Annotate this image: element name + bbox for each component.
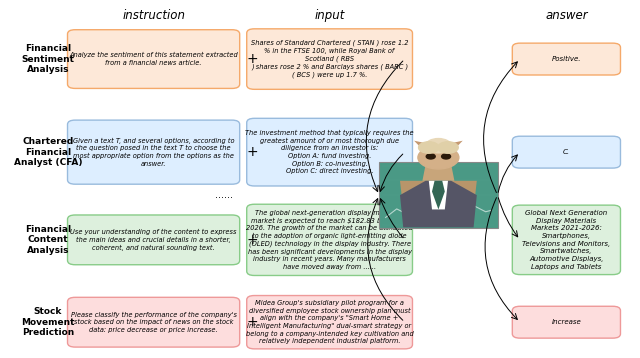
FancyBboxPatch shape (512, 205, 621, 275)
FancyBboxPatch shape (512, 43, 621, 75)
Circle shape (442, 154, 451, 159)
FancyBboxPatch shape (247, 118, 413, 186)
Text: Increase: Increase (552, 319, 581, 325)
Text: Chartered
Financial
Analyst (CFA): Chartered Financial Analyst (CFA) (13, 137, 83, 167)
FancyBboxPatch shape (247, 204, 413, 276)
Polygon shape (446, 141, 463, 149)
FancyBboxPatch shape (68, 297, 240, 347)
Polygon shape (400, 181, 477, 227)
Text: ......: ...... (215, 190, 233, 200)
Text: Stock
Movement
Prediction: Stock Movement Prediction (21, 307, 75, 337)
FancyBboxPatch shape (512, 306, 621, 338)
Text: +: + (247, 145, 259, 159)
Text: +: + (247, 233, 259, 247)
FancyBboxPatch shape (68, 30, 240, 88)
Text: Financial
Sentiment
Analysis: Financial Sentiment Analysis (22, 44, 74, 74)
Text: Analyze the sentiment of this statement extracted
from a financial news article.: Analyze the sentiment of this statement … (69, 52, 238, 66)
Text: +: + (247, 52, 259, 66)
Polygon shape (400, 181, 477, 209)
Text: instruction: instruction (122, 9, 185, 22)
Polygon shape (429, 181, 448, 209)
Text: Financial
Content
Analysis: Financial Content Analysis (25, 225, 71, 255)
Polygon shape (422, 165, 454, 181)
Text: Please classify the performance of the company's
stock based on the impact of ne: Please classify the performance of the c… (70, 311, 237, 333)
Text: input: input (314, 9, 345, 22)
Text: Midea Group's subsidiary pilot program for a
diversified employee stock ownershi: Midea Group's subsidiary pilot program f… (246, 300, 413, 344)
FancyBboxPatch shape (247, 296, 413, 349)
FancyBboxPatch shape (380, 162, 498, 228)
Circle shape (419, 142, 439, 153)
Circle shape (418, 146, 459, 169)
Text: The investment method that typically requires the
greatest amount of or most tho: The investment method that typically req… (245, 130, 414, 174)
Text: The global next-generation display materials
market is expected to reach $182.83: The global next-generation display mater… (246, 210, 413, 270)
Text: answer: answer (545, 9, 588, 22)
FancyBboxPatch shape (68, 215, 240, 265)
Text: Use your understanding of the content to express
the main ideas and crucial deta: Use your understanding of the content to… (70, 229, 237, 251)
Text: +: + (247, 315, 259, 329)
Text: Shares of Standard Chartered ( STAN ) rose 1.2
% in the FTSE 100, while Royal Ba: Shares of Standard Chartered ( STAN ) ro… (251, 40, 408, 78)
Text: C.: C. (563, 149, 570, 155)
Text: Positive.: Positive. (552, 56, 581, 62)
Circle shape (426, 139, 451, 153)
Text: Given a text T, and several options, according to
the question posed in the text: Given a text T, and several options, acc… (73, 138, 234, 166)
Polygon shape (414, 141, 431, 149)
FancyBboxPatch shape (512, 136, 621, 168)
Circle shape (426, 154, 435, 159)
Text: Global Next Generation
Display Materials
Markets 2021-2026:
Smartphones,
Televis: Global Next Generation Display Materials… (522, 210, 611, 270)
FancyBboxPatch shape (68, 120, 240, 184)
FancyBboxPatch shape (247, 29, 413, 90)
Circle shape (438, 142, 458, 153)
Polygon shape (432, 181, 445, 209)
